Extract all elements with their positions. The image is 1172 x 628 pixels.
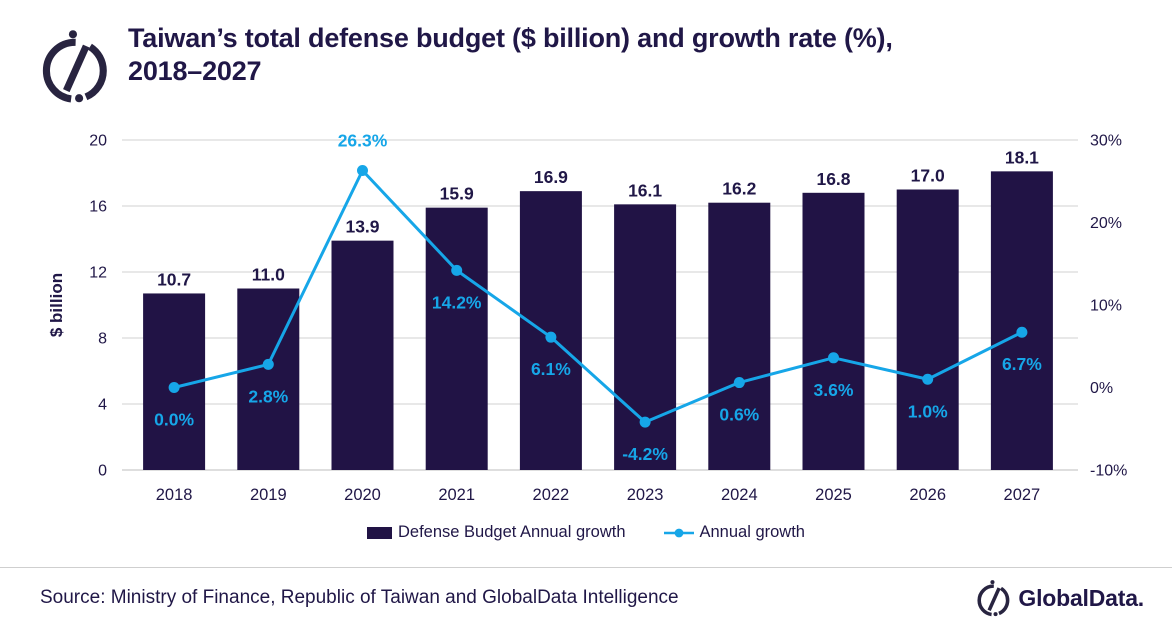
bar-value-label-2025: 16.8 xyxy=(816,169,850,189)
growth-point-2025 xyxy=(828,352,839,364)
defense-budget-combo-chart: 0 4 8 12 16 20 -10% 0% 10% 20% 30% $ billion 10.7 11.… xyxy=(47,131,1127,504)
x-axis-label-2018: 2018 xyxy=(156,486,193,504)
x-axis-label-2022: 2022 xyxy=(533,486,570,504)
x-axis-label-2019: 2019 xyxy=(250,486,287,504)
brand-text: GlobalData. xyxy=(1018,584,1144,611)
bar-2019 xyxy=(237,288,300,470)
x-axis-label-2023: 2023 xyxy=(627,486,664,504)
legend-item-defense-budget: Defense Budget Annual growth xyxy=(367,523,626,542)
x-axis-label-2021: 2021 xyxy=(438,486,475,504)
bar-value-label-2021: 15.9 xyxy=(440,184,474,204)
right-axis-tick--10: -10% xyxy=(1090,463,1127,480)
growth-value-label-2025: 3.6% xyxy=(814,380,854,400)
bar-2020 xyxy=(331,240,394,470)
globaldata-logo-icon xyxy=(42,30,107,103)
chart-title-line-2: 2018–2027 xyxy=(128,55,262,86)
chart-title-line-1: Taiwan’s total defense budget ($ billion… xyxy=(128,23,893,53)
left-axis-tick-8: 8 xyxy=(98,331,107,348)
x-axis-label-2020: 2020 xyxy=(344,486,381,504)
right-axis-tick-20: 20% xyxy=(1090,215,1122,232)
page-footer: Source: Ministry of Finance, Republic of… xyxy=(40,576,1144,620)
bar-value-label-2026: 17.0 xyxy=(911,166,945,186)
annual-growth-line xyxy=(173,169,1023,424)
left-axis-tick-16: 16 xyxy=(89,199,107,216)
right-axis-tick-30: 30% xyxy=(1090,133,1122,150)
bar-value-label-2018: 10.7 xyxy=(157,269,191,289)
growth-value-label-2022: 6.1% xyxy=(531,359,571,379)
growth-point-2018 xyxy=(168,382,180,393)
growth-value-label-2018: 0.0% xyxy=(154,410,194,430)
x-axis-label-2024: 2024 xyxy=(721,486,758,504)
growth-point-2024 xyxy=(733,377,745,389)
source-text: Source: Ministry of Finance, Republic of… xyxy=(40,587,679,608)
line-series-marker-icon xyxy=(663,528,694,537)
growth-value-label-2027: 6.7% xyxy=(1002,354,1042,374)
bar-value-label-2020: 13.9 xyxy=(345,217,379,237)
growth-point-2026 xyxy=(922,373,934,385)
bar-series-swatch xyxy=(367,526,392,539)
left-axis-tick-0: 0 xyxy=(98,463,107,480)
bar-2024 xyxy=(708,202,771,470)
left-axis-tick-20: 20 xyxy=(89,133,107,150)
x-axis-label-2025: 2025 xyxy=(815,486,852,504)
growth-point-2020 xyxy=(357,165,368,177)
bar-value-label-2027: 18.1 xyxy=(1005,147,1039,167)
bar-value-label-2019: 11.0 xyxy=(252,265,285,285)
growth-point-2022 xyxy=(545,331,557,343)
growth-point-2019 xyxy=(262,358,274,370)
growth-point-2027 xyxy=(1016,326,1028,338)
legend-label-annual-growth: Annual growth xyxy=(699,523,806,541)
bar-value-label-2024: 16.2 xyxy=(722,179,756,199)
chart-header: Taiwan’s total defense budget ($ billion… xyxy=(36,22,893,106)
x-axis-label-2026: 2026 xyxy=(909,486,946,504)
left-axis-title: $ billion xyxy=(47,273,66,337)
chart-title: Taiwan’s total defense budget ($ billion… xyxy=(128,22,893,88)
footer-divider xyxy=(0,567,1172,568)
globaldata-logo-icon-small xyxy=(977,580,1010,617)
growth-point-2023 xyxy=(639,416,651,428)
x-axis-label-2027: 2027 xyxy=(1004,486,1041,504)
legend-item-annual-growth: Annual growth xyxy=(663,523,806,542)
bar-value-label-2023: 16.1 xyxy=(628,180,662,200)
growth-value-label-2020: 26.3% xyxy=(338,131,388,151)
bar-value-label-2022: 16.9 xyxy=(534,167,568,187)
bar-2022 xyxy=(519,191,582,470)
growth-value-label-2021: 14.2% xyxy=(432,292,482,312)
chart-legend: Defense Budget Annual growth Annual grow… xyxy=(0,523,1172,542)
bar-2023 xyxy=(614,204,677,470)
globaldata-wordmark: GlobalData. xyxy=(974,578,1144,618)
growth-value-label-2026: 1.0% xyxy=(908,401,948,421)
bar-2025 xyxy=(802,192,865,471)
right-axis-tick-10: 10% xyxy=(1090,298,1122,315)
growth-point-2021 xyxy=(451,264,463,276)
growth-value-label-2019: 2.8% xyxy=(248,386,288,406)
left-axis-tick-4: 4 xyxy=(98,397,107,414)
bar-2026 xyxy=(896,189,959,470)
bar-2027 xyxy=(990,171,1053,470)
legend-label-defense-budget: Defense Budget Annual growth xyxy=(398,523,626,541)
growth-value-label-2023: -4.2% xyxy=(622,444,668,464)
left-axis-tick-12: 12 xyxy=(89,265,107,282)
bar-2021 xyxy=(425,207,488,470)
right-axis-tick-0: 0% xyxy=(1090,380,1113,397)
growth-value-label-2024: 0.6% xyxy=(719,405,759,425)
